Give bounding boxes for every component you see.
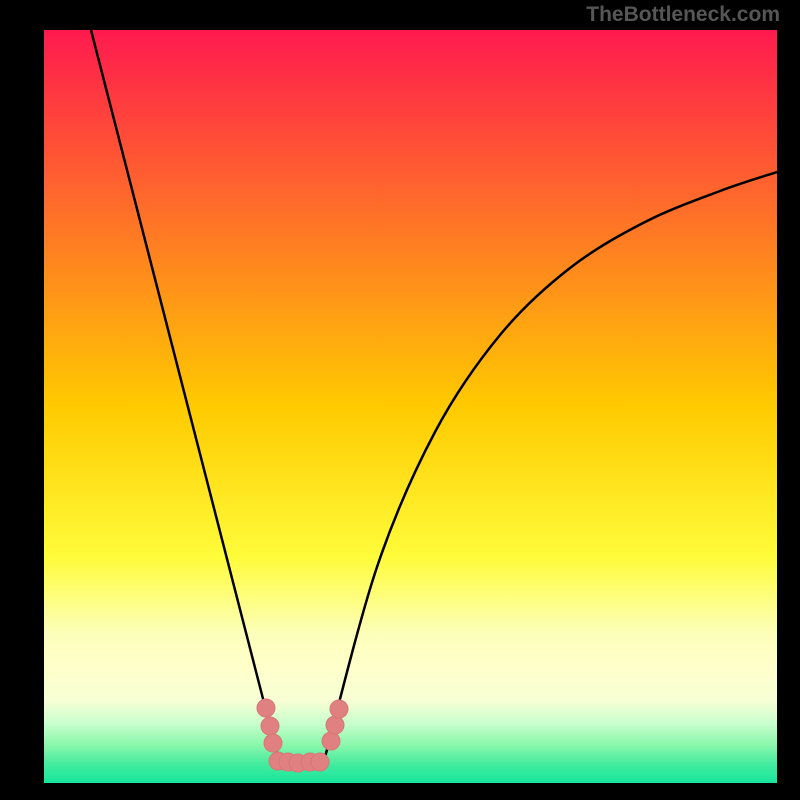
trough-marker: [322, 732, 340, 750]
trough-marker: [261, 717, 279, 735]
trough-marker: [330, 700, 348, 718]
plot-background: [44, 30, 777, 783]
bottleneck-chart: [0, 0, 800, 800]
trough-marker: [311, 753, 329, 771]
watermark-text: TheBottleneck.com: [586, 3, 780, 27]
trough-marker: [257, 699, 275, 717]
trough-marker: [326, 716, 344, 734]
trough-marker: [264, 734, 282, 752]
